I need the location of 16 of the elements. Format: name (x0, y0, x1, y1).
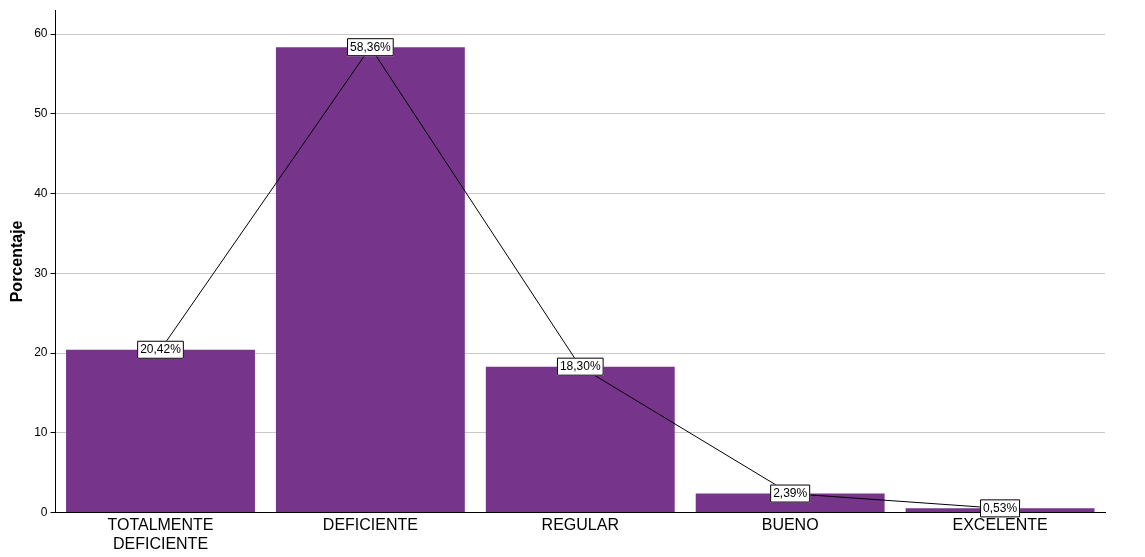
y-tick-label: 60 (34, 26, 48, 41)
x-tick-label: TOTALMENTE DEFICIENTE (107, 515, 214, 552)
y-tick-label: 0 (40, 504, 48, 519)
y-tick-label: 10 (34, 425, 48, 440)
y-axis-title: Porcentaje (8, 220, 26, 303)
y-tick-label: 20 (34, 345, 48, 360)
x-tick-label: EXCELENTE (952, 515, 1048, 533)
x-tick-label: BUENO (761, 515, 819, 533)
x-tick-label: REGULAR (541, 515, 619, 533)
data-label: 18,30% (559, 358, 601, 373)
y-tick-label: 40 (34, 185, 48, 200)
x-tick-label: DEFICIENTE (322, 515, 418, 533)
data-label: 20,42% (140, 342, 182, 357)
data-label: 58,36% (350, 39, 392, 54)
y-tick-label: 30 (34, 265, 48, 280)
y-tick-label: 50 (34, 106, 48, 121)
